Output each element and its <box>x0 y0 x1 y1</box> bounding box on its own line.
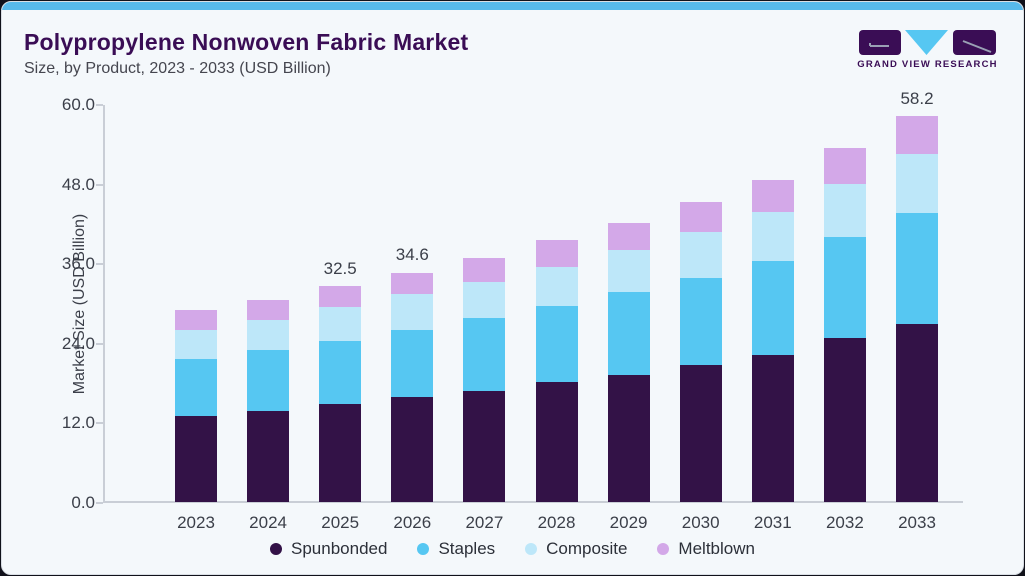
page-subtitle: Size, by Product, 2023 - 2033 (USD Billi… <box>24 60 331 77</box>
legend-item-composite: Composite <box>525 539 627 559</box>
bar-2026-segment-composite <box>391 293 434 330</box>
y-tick-label: 60.0 <box>61 95 95 114</box>
bar-2029-segment-spunbonded <box>607 374 650 502</box>
y-tick-mark <box>96 263 103 266</box>
y-axis-line <box>103 105 105 503</box>
bar-2023-segment-spunbonded <box>175 415 217 502</box>
x-tick-label-2029: 2029 <box>609 513 648 532</box>
y-axis-title: Market Size (USD Billion) <box>71 213 88 395</box>
y-tick-label: 24.0 <box>61 333 95 353</box>
bar-total-label-2026: 34.6 <box>395 245 429 265</box>
legend-item-meltblown: Meltblown <box>657 539 755 559</box>
x-tick-label-2032: 2032 <box>825 513 864 532</box>
bar-2023-segment-composite <box>175 329 217 359</box>
bar-2029-segment-staples <box>607 291 650 375</box>
legend-marker-meltblown <box>657 543 670 555</box>
gvr-logo: GRAND VIEW RESEARCH <box>855 30 1000 70</box>
bar-2023-segment-meltblown <box>175 310 217 330</box>
x-tick-label-2026: 2026 <box>393 513 432 532</box>
bar-2024-segment-spunbonded <box>247 411 290 502</box>
x-tick-label-2030: 2030 <box>681 513 720 532</box>
bar-2027-segment-composite <box>463 281 506 319</box>
bar-2031-segment-staples <box>751 261 794 355</box>
bar-2030-segment-composite <box>679 232 722 278</box>
x-tick-label-2031: 2031 <box>753 513 792 532</box>
bar-2030-segment-meltblown <box>679 202 722 233</box>
y-tick-mark <box>96 502 103 504</box>
bar-2029-segment-meltblown <box>607 222 650 250</box>
y-tick-label: 36.0 <box>61 254 95 274</box>
bar-2028-segment-composite <box>535 266 578 307</box>
x-tick-label-2025: 2025 <box>321 513 360 532</box>
bar-2028-segment-spunbonded <box>535 381 578 502</box>
x-tick-label-2033: 2033 <box>898 513 936 532</box>
x-tick-label-2023: 2023 <box>177 513 215 532</box>
legend-item-spunbonded: Spunbonded <box>270 539 387 559</box>
bar-2030-segment-staples <box>679 277 722 365</box>
legend-marker-composite <box>525 543 538 555</box>
legend-marker-staples <box>417 543 430 555</box>
y-tick-mark <box>96 183 103 186</box>
bar-2030-segment-spunbonded <box>679 364 722 502</box>
bar-2027-segment-meltblown <box>463 257 506 282</box>
bar-2033-segment-composite <box>896 153 938 213</box>
bar-2025-segment-staples <box>319 340 362 404</box>
legend-label-meltblown: Meltblown <box>678 539 755 558</box>
gvr-logo-text: GRAND VIEW RESEARCH <box>857 59 998 70</box>
legend-label-composite: Composite <box>546 539 628 558</box>
page-title: Polypropylene Nonwoven Fabric Market <box>24 29 469 55</box>
bar-2027-segment-staples <box>463 318 506 392</box>
bar-2026-segment-meltblown <box>391 272 434 294</box>
y-tick-mark <box>96 422 103 425</box>
bar-2028-segment-meltblown <box>535 240 578 267</box>
bar-2032-segment-spunbonded <box>823 337 866 502</box>
y-tick-mark <box>96 104 103 106</box>
bar-2026-segment-spunbonded <box>391 397 434 502</box>
bar-2033-segment-staples <box>896 212 938 324</box>
bar-2032-segment-meltblown <box>823 147 866 185</box>
bar-2024-segment-meltblown <box>247 299 290 320</box>
bar-2024-segment-staples <box>247 350 290 412</box>
bar-total-label-2025: 32.5 <box>323 259 357 279</box>
x-tick-label-2024: 2024 <box>249 513 287 532</box>
bar-2025-segment-spunbonded <box>319 403 362 502</box>
x-tick-label-2027: 2027 <box>465 513 504 532</box>
legend-item-staples: Staples <box>417 539 495 559</box>
plot-area: Market Size (USD Billion) 0.0 12.0 24.0 36.… <box>62 89 963 532</box>
legend: Spunbonded Staples Composite Meltblown <box>2 539 1023 559</box>
bar-2029-segment-composite <box>607 249 650 292</box>
bar-2024-segment-composite <box>247 319 290 351</box>
y-tick-label: 0.0 <box>71 493 95 512</box>
y-tick-label: 12.0 <box>61 413 95 433</box>
bar-2031-segment-meltblown <box>751 179 794 213</box>
bar-2028-segment-staples <box>535 306 578 382</box>
bar-2033-segment-meltblown <box>896 115 938 154</box>
bar-2033-segment-spunbonded <box>896 323 938 502</box>
y-tick-mark <box>96 342 103 345</box>
bar-total-label-2033: 58.2 <box>900 88 934 108</box>
legend-label-spunbonded: Spunbonded <box>291 539 388 558</box>
bar-2026-segment-staples <box>391 329 434 398</box>
bar-2031-segment-composite <box>751 212 794 262</box>
top-accent-bar <box>2 2 1023 10</box>
legend-label-staples: Staples <box>438 539 496 558</box>
bar-2031-segment-spunbonded <box>751 354 794 502</box>
bar-2025-segment-meltblown <box>319 286 362 307</box>
bar-2025-segment-composite <box>319 306 362 341</box>
y-tick-label: 48.0 <box>61 174 95 194</box>
bar-2032-segment-staples <box>823 237 866 338</box>
x-tick-label-2028: 2028 <box>537 513 576 532</box>
x-axis-line <box>103 501 963 503</box>
legend-marker-spunbonded <box>270 543 283 555</box>
bar-2032-segment-composite <box>823 184 866 238</box>
gvr-logo-icon <box>855 30 1000 55</box>
bar-2027-segment-spunbonded <box>463 391 506 502</box>
bar-2023-segment-staples <box>175 358 217 416</box>
